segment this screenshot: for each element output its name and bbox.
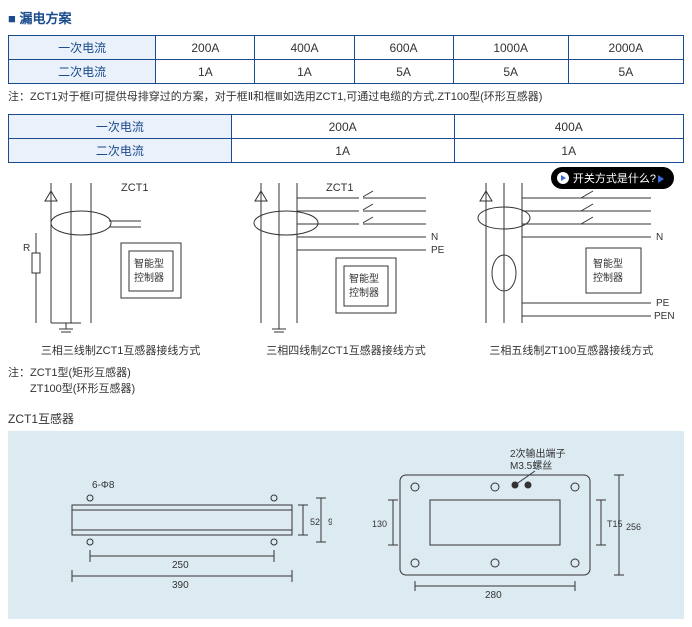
svg-text:M3.5螺丝: M3.5螺丝 — [510, 460, 552, 472]
table-row: 二次电流 1A 1A 5A 5A 5A — [9, 60, 684, 84]
row-label: 二次电流 — [9, 60, 156, 84]
svg-text:ZCT1: ZCT1 — [326, 182, 354, 194]
svg-text:256: 256 — [626, 522, 641, 532]
row-label: 一次电流 — [9, 115, 232, 139]
svg-text:N: N — [431, 232, 438, 243]
diagram-caption-1: 三相三线制ZCT1互感器接线方式 — [8, 342, 233, 358]
diagram-caption-2: 三相四线制ZCT1互感器接线方式 — [233, 342, 458, 358]
sub-header-zct1: ZCT1互感器 — [8, 410, 684, 427]
svg-text:T15: T15 — [607, 519, 623, 529]
cell: 600A — [354, 36, 453, 60]
svg-text:智能型: 智能型 — [593, 257, 623, 270]
cell: 5A — [354, 60, 453, 84]
note-2: 注：ZCT1型(矩形互感器) ZT100型(环形互感器) — [8, 364, 684, 396]
svg-text:N: N — [656, 232, 663, 243]
svg-text:130: 130 — [372, 519, 387, 529]
cell: 400A — [255, 36, 354, 60]
svg-text:250: 250 — [172, 560, 189, 571]
tooltip-pill[interactable]: 开关方式是什么? — [551, 167, 674, 189]
svg-text:ZCT1: ZCT1 — [121, 182, 149, 194]
play-icon — [658, 175, 664, 183]
svg-text:控制器: 控制器 — [593, 271, 623, 284]
diagram-4wire: ZCT1 N PE 智能型 控制器 — [233, 173, 458, 358]
cell: 5A — [568, 60, 683, 84]
svg-text:52: 52 — [310, 517, 320, 527]
svg-text:390: 390 — [172, 580, 189, 591]
cell: 5A — [453, 60, 568, 84]
table-row: 一次电流 200A 400A 600A 1000A 2000A — [9, 36, 684, 60]
diagram-3wire: ZCT1 智能型 控制器 R 三相三线制ZCT1互 — [8, 173, 233, 358]
table-row: 一次电流 200A 400A — [9, 115, 684, 139]
diagram-5wire-svg: N 智能型 控制器 PE PEN — [466, 173, 676, 333]
row-label: 二次电流 — [9, 139, 232, 163]
cell: 400A — [454, 115, 684, 139]
note-1: 注：ZCT1对于框Ⅰ可提供母排穿过的方案，对于框Ⅱ和框Ⅲ如选用ZCT1,可通过电… — [8, 88, 684, 104]
cell: 200A — [231, 115, 454, 139]
svg-text:280: 280 — [485, 590, 502, 601]
blueprint-area: 6-Φ8 52 92 250 390 2次输出端子 M3.5螺丝 — [8, 431, 684, 619]
table-primary-secondary-2: 一次电流 200A 400A 二次电流 1A 1A — [8, 114, 684, 163]
wiring-diagrams-row: ZCT1 智能型 控制器 R 三相三线制ZCT1互 — [8, 173, 684, 358]
cell: 1000A — [453, 36, 568, 60]
row-label: 一次电流 — [9, 36, 156, 60]
svg-text:PEN: PEN — [654, 311, 675, 322]
table-row: 二次电流 1A 1A — [9, 139, 684, 163]
svg-text:控制器: 控制器 — [349, 286, 379, 299]
svg-text:PE: PE — [431, 245, 445, 256]
svg-text:智能型: 智能型 — [349, 272, 379, 285]
tooltip-text: 开关方式是什么? — [573, 173, 656, 185]
diagram-caption-3: 三相五线制ZT100互感器接线方式 — [459, 342, 684, 358]
svg-text:R: R — [23, 243, 30, 254]
cell: 1A — [255, 60, 354, 84]
svg-text:PE: PE — [656, 298, 670, 309]
blueprint-right-svg: 2次输出端子 M3.5螺丝 T15 256 130 — [360, 445, 660, 605]
blueprint-left-svg: 6-Φ8 52 92 250 390 — [32, 450, 332, 600]
svg-text:92: 92 — [328, 517, 332, 527]
cell: 200A — [156, 36, 255, 60]
cell: 1A — [231, 139, 454, 163]
section-title: 漏电方案 — [8, 8, 684, 27]
svg-text:智能型: 智能型 — [134, 257, 164, 270]
cell: 1A — [454, 139, 684, 163]
svg-text:2次输出端子: 2次输出端子 — [510, 447, 566, 460]
svg-text:6-Φ8: 6-Φ8 — [92, 480, 115, 491]
table-primary-secondary-1: 一次电流 200A 400A 600A 1000A 2000A 二次电流 1A … — [8, 35, 684, 84]
svg-text:控制器: 控制器 — [134, 271, 164, 284]
cell: 2000A — [568, 36, 683, 60]
diagram-3wire-svg: ZCT1 智能型 控制器 R — [21, 173, 221, 333]
diagram-4wire-svg: ZCT1 N PE 智能型 控制器 — [241, 173, 451, 333]
cell: 1A — [156, 60, 255, 84]
diagram-5wire: 开关方式是什么? N — [459, 173, 684, 358]
